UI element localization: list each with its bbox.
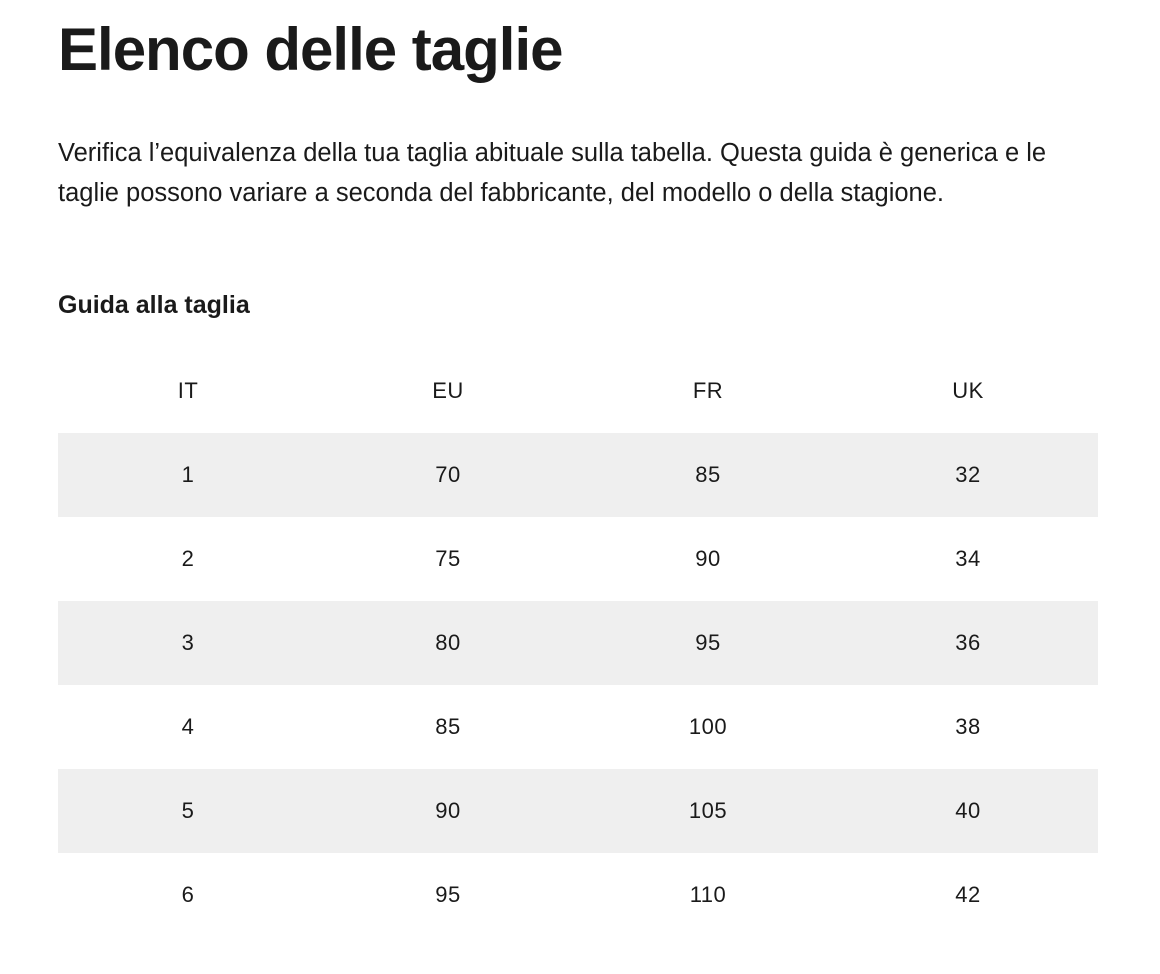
table-title: Guida alla taglia <box>58 291 250 319</box>
size-row: 3 80 95 36 <box>58 601 1098 685</box>
size-cell: 90 <box>435 798 461 823</box>
size-table: IT EU FR UK 1 70 85 32 2 75 90 34 3 80 95 36 4 85 100 38 5 9… <box>58 349 1098 937</box>
table-head: IT EU FR UK <box>58 349 1098 433</box>
size-row: 2 75 90 34 <box>58 517 1098 601</box>
size-cell: 42 <box>955 882 981 907</box>
size-cell: 38 <box>955 714 981 739</box>
column-header: EU <box>432 378 464 403</box>
column-header: IT <box>177 378 199 403</box>
column-header: UK <box>952 378 984 403</box>
size-cell: 6 <box>181 882 195 907</box>
size-cell: 95 <box>695 630 721 655</box>
size-cell: 100 <box>688 714 728 739</box>
size-cell: 4 <box>181 714 195 739</box>
intro-text: Verifica l’equivalenza della tua taglia … <box>58 139 1047 207</box>
size-cell: 40 <box>955 798 981 823</box>
size-cell: 85 <box>695 462 721 487</box>
size-row: 1 70 85 32 <box>58 433 1098 517</box>
size-cell: 2 <box>181 546 195 571</box>
size-cell: 3 <box>181 630 195 655</box>
size-cell: 36 <box>955 630 981 655</box>
size-cell: 32 <box>955 462 981 487</box>
size-cell: 34 <box>955 546 981 571</box>
size-cell: 75 <box>435 546 461 571</box>
size-cell: 110 <box>689 882 727 907</box>
size-cell: 90 <box>695 546 721 571</box>
header-row: IT EU FR UK <box>58 349 1098 433</box>
size-cell: 85 <box>435 714 461 739</box>
size-row: 4 85 100 38 <box>58 685 1098 769</box>
size-cell: 5 <box>181 798 195 823</box>
size-cell: 105 <box>688 798 728 823</box>
size-cell: 95 <box>435 882 461 907</box>
size-row: 5 90 105 40 <box>58 769 1098 853</box>
page-title: Elenco delle taglie <box>58 16 564 83</box>
table-body: 1 70 85 32 2 75 90 34 3 80 95 36 4 85 100 38 5 90 105 40 6 95… <box>58 433 1098 937</box>
size-cell: 80 <box>435 630 461 655</box>
size-cell: 1 <box>181 462 195 487</box>
size-row: 6 95 110 42 <box>58 853 1098 937</box>
column-header: FR <box>692 378 724 403</box>
size-cell: 70 <box>435 462 461 487</box>
